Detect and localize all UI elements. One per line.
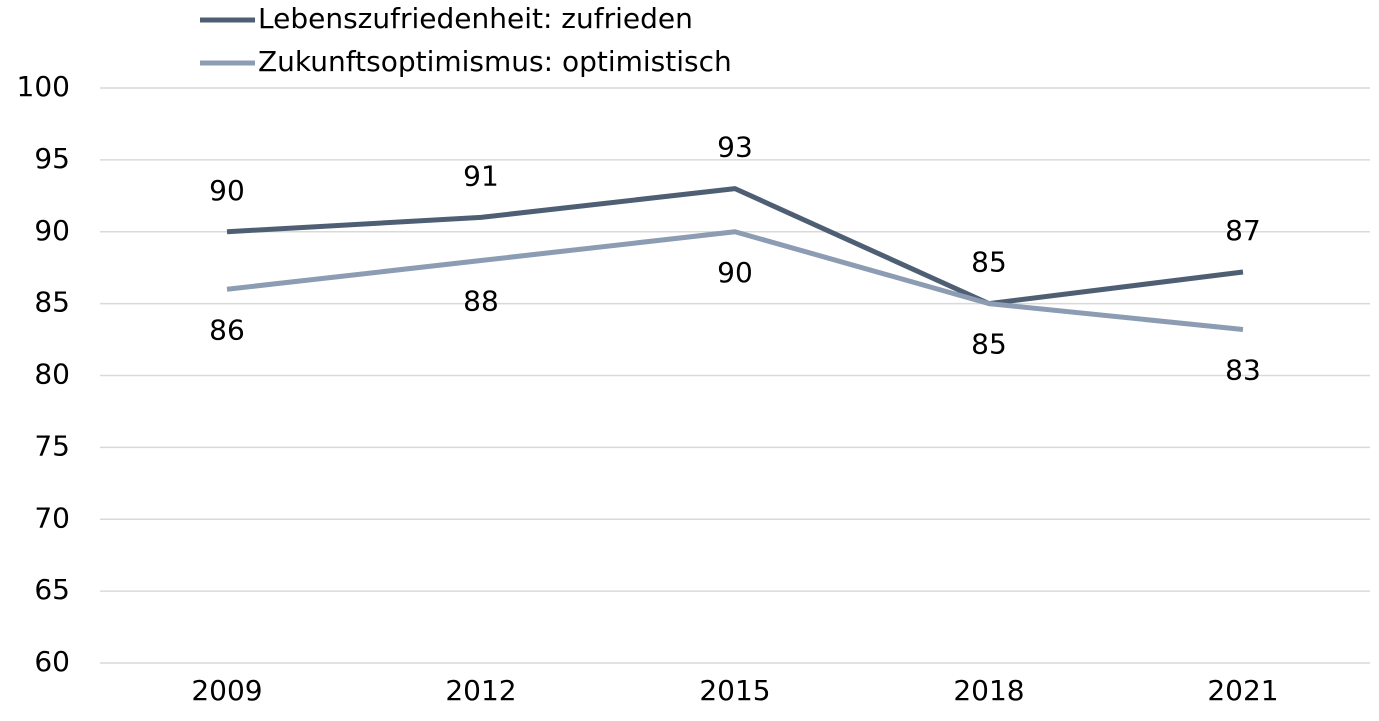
x-tick-label: 2021 (1207, 674, 1278, 707)
y-tick-label: 95 (34, 142, 70, 175)
y-tick-label: 80 (34, 358, 70, 391)
data-label: 90 (209, 174, 245, 207)
x-tick-label: 2015 (699, 674, 770, 707)
data-label: 87 (1225, 214, 1261, 247)
y-tick-label: 70 (34, 501, 70, 534)
data-label: 85 (971, 328, 1007, 361)
y-tick-label: 100 (17, 70, 70, 103)
legend-label: Lebenszufriedenheit: zufrieden (258, 2, 693, 35)
y-tick-label: 75 (34, 429, 70, 462)
data-label: 90 (717, 256, 753, 289)
series-line (226, 186, 1244, 307)
x-tick-label: 2018 (953, 674, 1024, 707)
x-tick-label: 2012 (445, 674, 516, 707)
data-label: 86 (209, 313, 245, 346)
y-tick-label: 60 (34, 645, 70, 678)
data-label: 85 (971, 246, 1007, 279)
data-label: 93 (717, 131, 753, 164)
data-label: 91 (463, 159, 499, 192)
legend-label: Zukunftsoptimismus: optimistisch (258, 45, 732, 78)
data-label: 88 (463, 285, 499, 318)
series-line (226, 229, 1244, 332)
data-label: 83 (1225, 354, 1261, 387)
y-tick-label: 85 (34, 286, 70, 319)
y-tick-label: 90 (34, 214, 70, 247)
x-tick-label: 2009 (191, 674, 262, 707)
y-tick-label: 65 (34, 573, 70, 606)
